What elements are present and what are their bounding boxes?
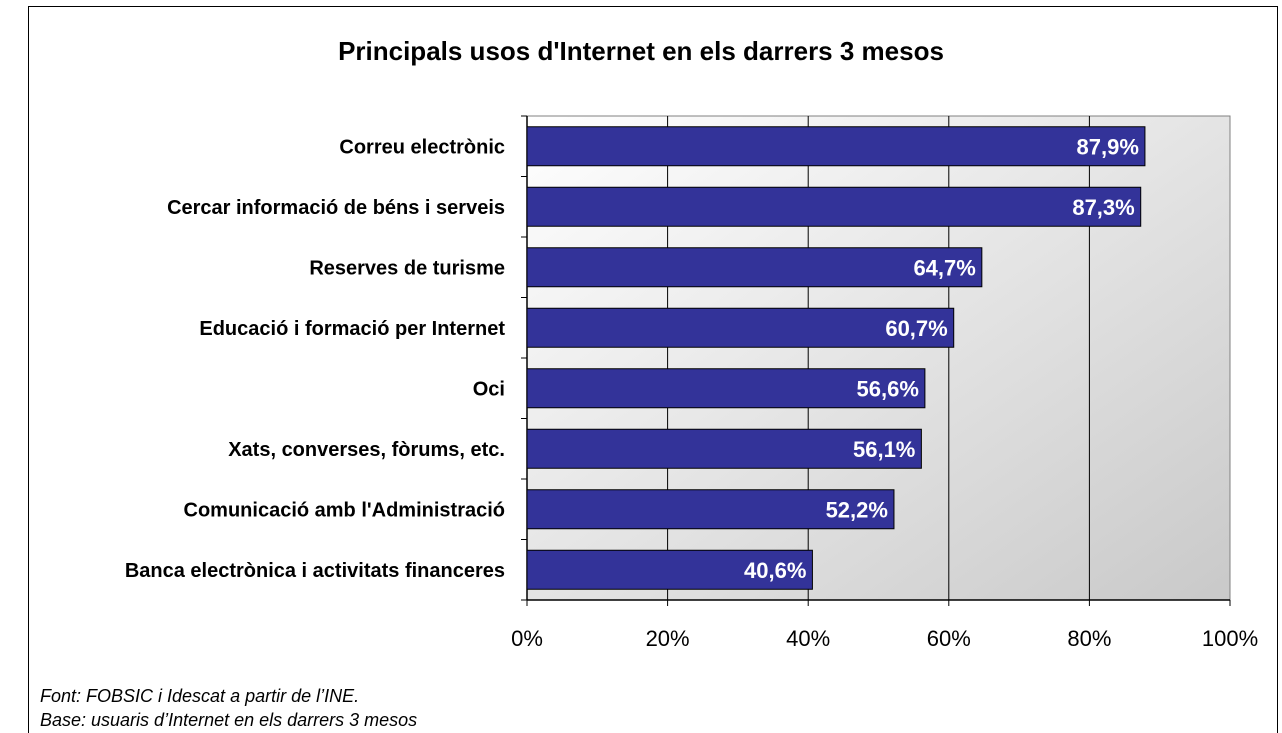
bar [526, 368, 926, 409]
bar [526, 489, 895, 530]
data-label: 64,7% [913, 255, 975, 280]
bar [526, 247, 983, 288]
chart-title: Principals usos d'Internet en els darrer… [338, 36, 944, 66]
category-label: Oci [473, 378, 505, 400]
data-label: 40,6% [744, 558, 806, 583]
bar [526, 428, 922, 469]
bar [526, 126, 1146, 167]
category-label: Correu electrònic [339, 136, 505, 158]
bar [526, 549, 813, 590]
x-tick-label: 20% [646, 626, 690, 651]
category-label: Comunicació amb l'Administració [184, 499, 505, 521]
data-label: 60,7% [885, 316, 947, 341]
bar [526, 186, 1142, 227]
category-label: Educació i formació per Internet [199, 318, 505, 340]
x-tick-label: 0% [511, 626, 543, 651]
category-label: Cercar informació de béns i serveis [167, 197, 505, 219]
base-note: Base: usuaris d’Internet en els darrers … [40, 710, 418, 730]
data-label: 87,9% [1077, 134, 1139, 159]
category-label: Banca electrònica i activitats financere… [125, 560, 505, 582]
x-tick-label: 100% [1202, 626, 1258, 651]
data-label: 52,2% [826, 497, 888, 522]
bar [526, 307, 955, 348]
chart-frame [28, 6, 1278, 733]
category-label: Xats, converses, fòrums, etc. [228, 439, 505, 461]
x-tick-label: 80% [1067, 626, 1111, 651]
category-label: Reserves de turisme [309, 257, 505, 279]
source-note: Font: FOBSIC i Idescat a partir de l’INE… [40, 686, 360, 706]
data-label: 56,6% [857, 376, 919, 401]
data-label: 56,1% [853, 437, 915, 462]
data-label: 87,3% [1072, 195, 1134, 220]
x-tick-label: 40% [786, 626, 830, 651]
x-tick-label: 60% [927, 626, 971, 651]
